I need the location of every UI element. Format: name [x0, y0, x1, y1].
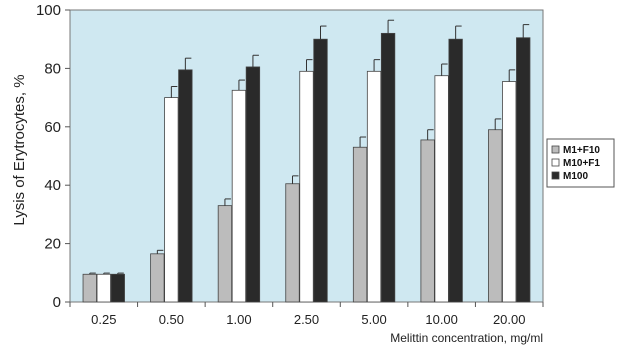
x-tick-label: 0.50 — [159, 312, 184, 327]
x-tick-label: 10.00 — [425, 312, 458, 327]
bar-m100-1.00 — [245, 66, 261, 303]
bar-m1-f10-5.00 — [352, 146, 368, 303]
legend-swatch — [551, 158, 560, 167]
y-tick-label: 80 — [44, 60, 61, 77]
y-axis-label: Lysis of Erytrocytes, % — [11, 74, 28, 225]
x-axis: 0.25 0.50 1.00 2.50 5.00 10.00 20.00 — [69, 302, 544, 327]
y-tick-label: 40 — [44, 177, 61, 194]
bar-m1-f10-0.50 — [150, 253, 165, 303]
legend-swatch — [551, 145, 560, 154]
bar-m1-f10-1.00 — [217, 205, 233, 303]
bar-m100-20.00 — [516, 37, 531, 303]
bar-m100-5.00 — [380, 32, 396, 303]
y-tick-label: 100 — [36, 2, 61, 19]
bar-m100-0.25 — [110, 273, 125, 303]
bar-m10-f1-20.00 — [502, 81, 517, 303]
bar-m100-2.50 — [313, 38, 328, 303]
y-tick-label: 60 — [44, 119, 61, 136]
legend-swatch — [551, 171, 560, 180]
legend: M1+F10 M10+F1 M100 — [546, 138, 615, 188]
x-tick-label: 0.25 — [91, 312, 116, 327]
y-tick-label: 0 — [53, 294, 61, 311]
bar-m1-f10-10.00 — [420, 139, 435, 303]
bar-m100-0.50 — [178, 69, 193, 303]
bar-m10-f1-1.00 — [231, 89, 247, 303]
x-tick-label: 1.00 — [226, 312, 251, 327]
legend-label: M1+F10 — [563, 145, 600, 156]
x-tick-label: 20.00 — [493, 312, 526, 327]
bars-group — [82, 19, 531, 303]
bar-m10-f1-0.50 — [164, 97, 179, 303]
x-axis-label: Melittin concentration, mg/ml — [390, 331, 543, 345]
x-tick-label: 2.50 — [294, 312, 319, 327]
bar-m10-f1-5.00 — [366, 70, 382, 303]
bar-m100-10.00 — [448, 38, 463, 303]
x-tick-label: 5.00 — [361, 312, 386, 327]
bar-m10-f1-0.25 — [96, 273, 111, 303]
y-axis: 0 20 40 60 80 100 — [36, 2, 70, 311]
bar-m10-f1-10.00 — [434, 75, 449, 303]
legend-label: M100 — [563, 171, 588, 182]
y-tick-label: 20 — [44, 236, 61, 253]
legend-label: M10+F1 — [563, 158, 600, 169]
bar-m1-f10-0.25 — [82, 273, 97, 303]
bar-m1-f10-2.50 — [285, 183, 300, 303]
bar-m10-f1-2.50 — [299, 70, 314, 303]
bar-m1-f10-20.00 — [488, 129, 503, 303]
